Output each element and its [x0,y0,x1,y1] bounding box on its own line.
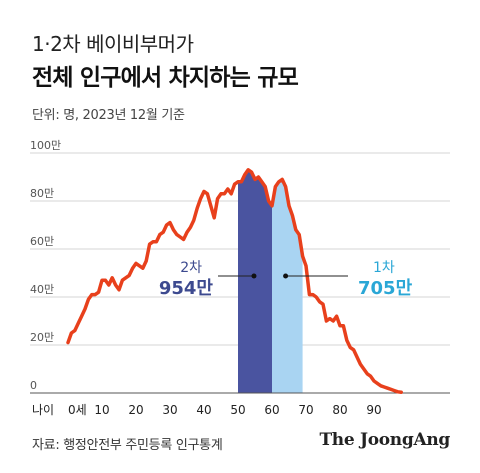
chart-title-line1: 1·2차 베이비부머가 [32,32,194,56]
band-1차 [272,179,303,393]
series-line [66,168,403,395]
x-tick-label: 90 [366,403,381,417]
y-tick-label: 80만 [30,187,54,200]
y-tick-label: 60만 [30,235,54,248]
x-tick-label: 30 [162,403,177,417]
marker-1st [283,273,289,279]
y-tick-label: 40만 [30,283,54,296]
x-axis-prefix: 나이 [32,403,54,417]
band-label-1st: 1차 [373,260,395,276]
source-note: 자료: 행정안전부 주민등록 인구통계 [32,438,223,453]
band-value-1st: 705만 [358,278,413,299]
x-tick-label: 60 [264,403,279,417]
band-2차 [238,169,272,393]
y-tick-label: 0 [30,379,37,392]
brand-logo: The JoongAng [319,430,450,450]
chart-title-line2: 전체 인구에서 차지하는 규모 [32,65,299,91]
x-tick-label: 80 [332,403,347,417]
x-tick-label: 40 [196,403,211,417]
unit-note: 단위: 명, 2023년 12월 기준 [32,108,185,123]
band-label-2nd: 2차 [180,260,202,276]
y-tick-label: 20만 [30,331,54,344]
x-tick-label: 70 [298,403,313,417]
x-tick-label: 50 [230,403,245,417]
x-tick-label: 20 [128,403,143,417]
x-tick-label: 10 [94,403,109,417]
marker-2nd [251,273,257,279]
x-tick-label: 0세 [68,403,87,417]
band-value-2nd: 954만 [159,278,214,299]
y-tick-label: 100만 [30,139,61,152]
